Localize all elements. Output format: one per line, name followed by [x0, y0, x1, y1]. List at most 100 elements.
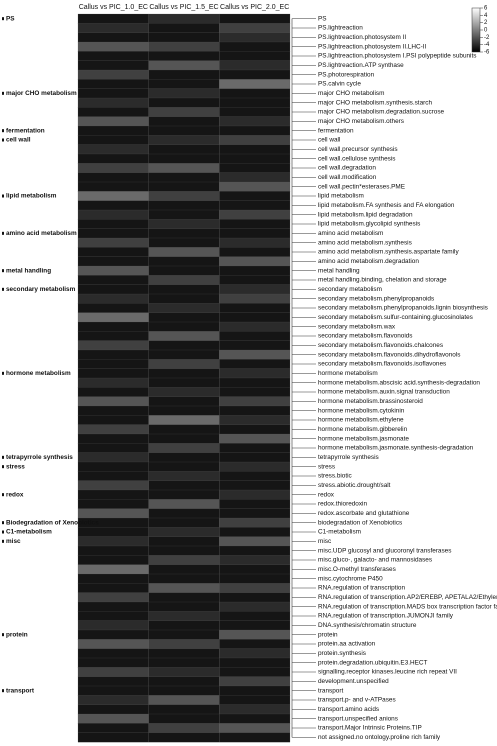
heat-cell [148, 499, 220, 509]
heat-cell [148, 527, 220, 537]
heat-cell [148, 471, 220, 481]
group-marker [2, 455, 4, 459]
heat-cell [77, 433, 149, 444]
heat-cell [77, 415, 149, 425]
heat-cell [148, 303, 220, 313]
heat-cell [219, 60, 291, 71]
heat-cell [148, 573, 220, 584]
heat-cell [148, 443, 220, 453]
heat-cell [148, 368, 220, 379]
heat-cell [219, 639, 291, 649]
heat-cell [148, 321, 220, 332]
row-label: transport [318, 687, 343, 694]
heat-cell [148, 107, 220, 117]
heat-cell [148, 377, 220, 388]
heat-cell [77, 163, 149, 173]
color-tick-label: 0 [484, 28, 488, 34]
heat-cell [77, 573, 149, 584]
heat-cell [219, 695, 291, 705]
heat-cell [77, 527, 149, 537]
heat-cell [77, 732, 149, 743]
heat-cell [148, 415, 220, 425]
row-label: PS.lightreaction.photosystem II [318, 34, 406, 41]
heat-cell [219, 415, 291, 425]
heat-cell [77, 79, 149, 89]
heat-cell [148, 611, 220, 621]
heat-cell [219, 564, 291, 575]
color-tick-label: 2 [484, 20, 488, 26]
heat-cell [77, 685, 149, 696]
heat-cell [219, 247, 291, 257]
heat-cell [219, 471, 291, 481]
heat-cell [148, 200, 220, 211]
heat-cell [148, 508, 220, 519]
heat-cell [219, 275, 291, 285]
row-label: hormone metabolism [318, 370, 378, 377]
color-bar [471, 7, 481, 53]
heat-cell [219, 265, 291, 276]
heat-cell [148, 564, 220, 575]
heat-cell [77, 545, 149, 556]
row-label: secondary metabolism [318, 286, 382, 293]
heat-cell [219, 704, 291, 715]
heat-cell [219, 200, 291, 211]
heat-cell [77, 69, 149, 80]
row-label: protein [318, 631, 338, 638]
group-label: amino acid metabolism [6, 230, 77, 237]
row-label: RNA.regulation of transcription.AP2/EREB… [318, 594, 497, 601]
heat-cell [148, 209, 220, 220]
group-marker [2, 194, 4, 198]
heat-cell [219, 601, 291, 612]
heat-cell [77, 349, 149, 360]
heat-cell [219, 228, 291, 239]
heat-cell [148, 293, 220, 304]
heat-cell [148, 32, 220, 43]
heat-cell [77, 144, 149, 155]
heat-cell [148, 723, 220, 733]
heat-cell [148, 41, 220, 52]
heat-cell [219, 732, 291, 743]
heat-cell [148, 657, 220, 668]
heat-cell [77, 471, 149, 481]
group-marker [2, 91, 4, 95]
heat-cell [148, 97, 220, 108]
row-label: lipid metabolism [318, 193, 364, 200]
heat-cell [219, 349, 291, 360]
row-label: transport.Major Intrinsic Proteins.TIP [318, 725, 422, 732]
heat-cell [148, 555, 220, 565]
group-label: tetrapyrrole synthesis [6, 454, 73, 461]
heat-cell [77, 284, 149, 295]
heat-cell [148, 489, 220, 500]
group-marker [2, 539, 4, 543]
heat-cell [148, 685, 220, 696]
row-label: misc.UDP glucosyl and glucoronyl transfe… [318, 547, 451, 554]
color-tick-label: 6 [484, 6, 488, 12]
heat-cell [77, 499, 149, 509]
heat-cell [219, 499, 291, 509]
heat-cell [148, 116, 220, 127]
heat-cell [219, 368, 291, 379]
row-label: protein.degradation.ubiquitin.E3.HECT [318, 659, 428, 666]
row-label: redox.thioredoxin [318, 501, 367, 508]
heat-cell [77, 676, 149, 687]
row-label: biodegradation of Xenobiotics [318, 519, 402, 526]
heat-cell [77, 293, 149, 304]
heat-cell [77, 601, 149, 612]
heat-cell [219, 284, 291, 295]
heat-cell [219, 443, 291, 453]
heat-cell [219, 135, 291, 145]
heat-cell [219, 340, 291, 351]
row-label: transport.unspecified anions [318, 715, 398, 722]
group-label: C1-metabolism [6, 529, 52, 536]
heat-cell [219, 331, 291, 341]
heat-cell [148, 219, 220, 229]
heat-cell [219, 387, 291, 397]
heat-cell [148, 247, 220, 257]
heat-cell [77, 23, 149, 33]
heat-cell [148, 69, 220, 80]
row-label: fermentation [318, 127, 354, 134]
heat-cell [77, 480, 149, 491]
row-label: hormone metabolism.jasmonate [318, 435, 409, 442]
heat-cell [219, 256, 291, 267]
group-label: protein [6, 631, 28, 638]
